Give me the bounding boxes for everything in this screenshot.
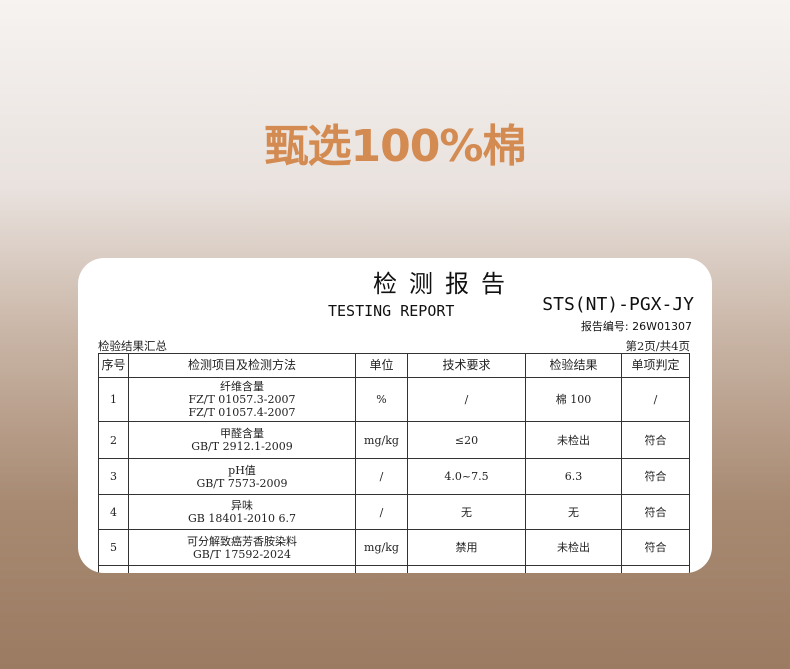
col-header: 技术要求 <box>407 353 526 378</box>
table-row: 2 甲醛含量 GB/T 2912.1-2009 mg/kg ≤20 未检出 符合 <box>98 421 690 459</box>
row-number: 1 <box>98 377 129 422</box>
test-item-line: 纤维含量 <box>220 380 264 393</box>
empty-cell <box>407 565 526 573</box>
unit: mg/kg <box>355 421 408 459</box>
test-item-line: 甲醛含量 <box>220 427 264 440</box>
results-table: 序号 检测项目及检测方法 单位 技术要求 检验结果 单项判定 1 纤维含量 FZ/T… <box>98 353 690 573</box>
col-header: 序号 <box>98 353 129 378</box>
test-item-line: pH值 <box>228 463 256 477</box>
test-item-line: FZ/T 01057.3-2007 <box>188 393 296 406</box>
test-item-line: FZ/T 01057.4-2007 <box>188 406 296 419</box>
result: 无 <box>525 494 622 530</box>
unit: / <box>355 458 408 495</box>
test-item-line: 异味 <box>231 499 253 512</box>
headline: 甄选100%棉 <box>264 121 527 172</box>
result: 未检出 <box>525 421 622 459</box>
requirement: / <box>407 377 526 422</box>
unit: % <box>355 377 408 422</box>
table-row: 1 纤维含量 FZ/T 01057.3-2007 FZ/T 01057.4-2007%… <box>98 377 690 422</box>
summary-label: 检验结果汇总 <box>98 339 167 353</box>
requirement: 无 <box>407 494 526 530</box>
report-number: 报告编号: 26W01307 <box>580 320 692 333</box>
row-number: 5 <box>98 529 129 566</box>
empty-cell <box>525 565 622 573</box>
row-number: 3 <box>98 458 129 495</box>
test-item-line: GB/T 17592-2024 <box>192 547 292 561</box>
row-number: 2 <box>98 421 129 459</box>
col-header: 单位 <box>355 353 408 378</box>
page-indicator: 第2页/共4页 <box>625 339 690 353</box>
verdict: 符合 <box>621 494 690 530</box>
result: 棉 100 <box>525 377 622 422</box>
requirement: 禁用 <box>407 529 526 566</box>
verdict: 符合 <box>621 421 690 459</box>
empty-cell <box>355 565 408 573</box>
table-row: 5 可分解致癌芳香胺染料 GB/T 17592-2024 mg/kg 禁用 未检出 符合 <box>98 529 690 566</box>
report-code: STS(NT)-PGX-JY <box>542 294 694 315</box>
test-item: pH值 GB/T 7573-2009 <box>128 458 356 495</box>
empty-cell <box>621 565 690 573</box>
test-item: 可分解致癌芳香胺染料 GB/T 17592-2024 <box>128 529 356 566</box>
empty-cell <box>98 565 129 573</box>
unit: / <box>355 494 408 530</box>
row-number: 4 <box>98 494 129 530</box>
col-header: 检测项目及检测方法 <box>128 353 356 378</box>
report-title-en: TESTING REPORT <box>328 302 455 320</box>
table-row: 4 异味 GB 18401-2010 6.7/无无符合 <box>98 494 690 530</box>
test-item: 甲醛含量 GB/T 2912.1-2009 <box>128 421 356 459</box>
test-item-line: GB/T 7573-2009 <box>196 476 288 490</box>
test-item: 异味 GB 18401-2010 6.7 <box>128 494 356 530</box>
test-item-line: 可分解致癌芳香胺染料 <box>187 534 297 548</box>
table-row: 3 pH值 GB/T 7573-2009/4.0~7.5 6.3 符合 <box>98 458 690 495</box>
verdict: / <box>621 377 690 422</box>
requirement: ≤20 <box>407 421 526 459</box>
requirement: 4.0~7.5 <box>407 458 526 495</box>
unit: mg/kg <box>355 529 408 566</box>
empty-cell <box>128 565 356 573</box>
test-item-line: GB 18401-2010 6.7 <box>187 512 297 525</box>
col-header: 检验结果 <box>525 353 622 378</box>
col-header: 单项判定 <box>621 353 690 378</box>
result: 未检出 <box>525 529 622 566</box>
table-header: 序号 检测项目及检测方法 单位 技术要求 检验结果 单项判定 <box>98 353 690 378</box>
verdict: 符合 <box>621 529 690 566</box>
test-item-line: GB/T 2912.1-2009 <box>191 440 293 453</box>
test-item: 纤维含量 FZ/T 01057.3-2007 FZ/T 01057.4-2007 <box>128 377 356 422</box>
table-row-partial <box>98 565 690 573</box>
test-report-card: 检测报告 TESTING REPORT STS(NT)-PGX-JY 报告编号:… <box>78 258 712 573</box>
result: 6.3 <box>525 458 622 495</box>
verdict: 符合 <box>621 458 690 495</box>
report-title-cn: 检测报告 <box>373 270 517 298</box>
